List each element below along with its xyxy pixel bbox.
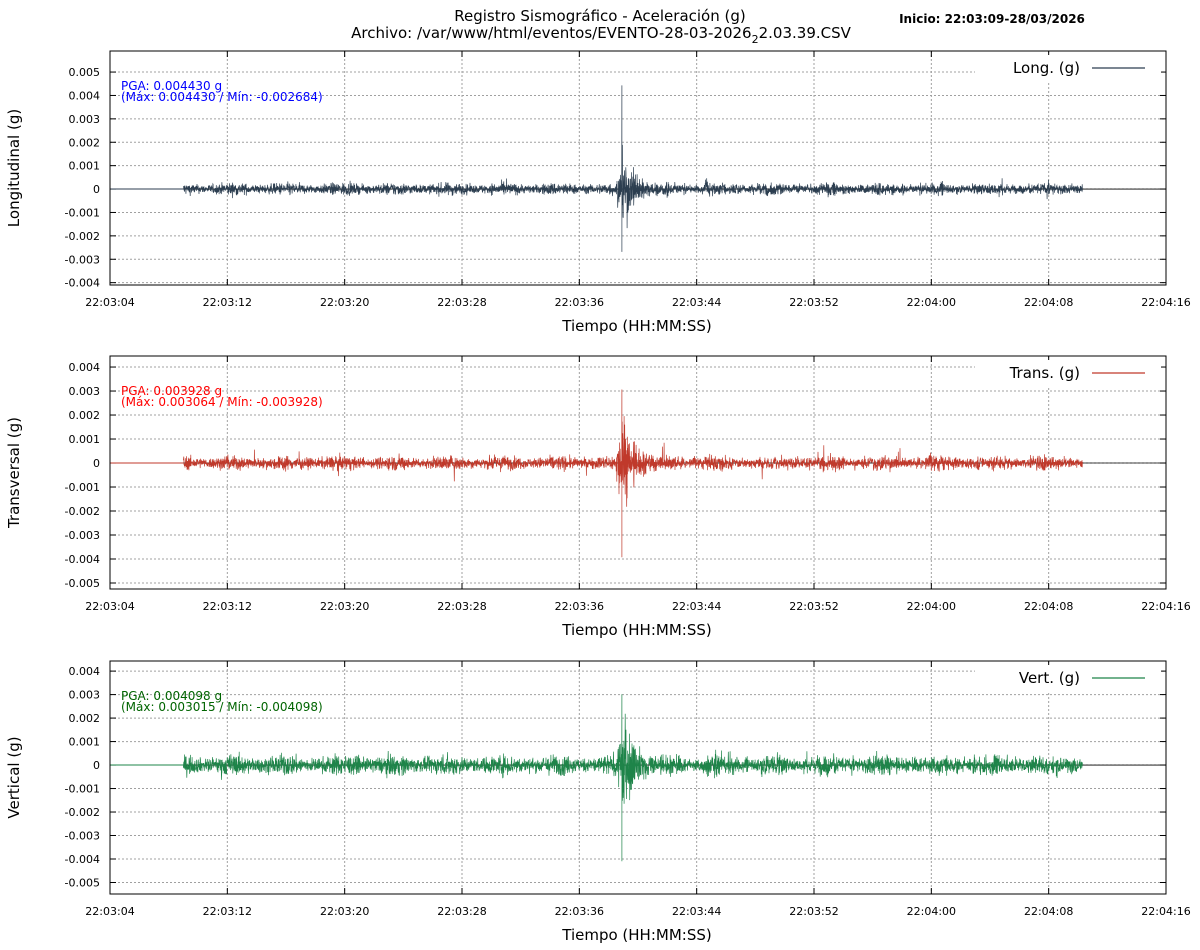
x-tick-label: 22:03:04: [85, 296, 134, 309]
x-tick-label: 22:03:04: [85, 600, 134, 613]
y-tick-label: -0.001: [65, 481, 100, 494]
maxmin-annotation: (Máx: 0.004430 / Mín: -0.002684): [121, 90, 323, 104]
y-tick-label: -0.005: [65, 876, 100, 889]
y-tick-label: 0.004: [69, 361, 101, 374]
x-tick-label: 22:03:44: [672, 296, 721, 309]
file-path: Archivo: /var/www/html/eventos/EVENTO-28…: [351, 24, 852, 46]
y-tick-label: 0.001: [69, 433, 101, 446]
y-tick-label: 0.001: [69, 736, 101, 749]
y-tick-label: 0: [93, 759, 100, 772]
legend-label: Vert. (g): [1019, 669, 1080, 687]
y-tick-label: 0.003: [69, 113, 101, 126]
x-tick-label: 22:04:00: [907, 296, 956, 309]
x-tick-label: 22:04:08: [1024, 600, 1073, 613]
x-tick-label: 22:04:00: [907, 600, 956, 613]
x-tick-label: 22:04:08: [1024, 296, 1073, 309]
panel-3: 0.004 0.003 0.002 0.001 0 -0.001 -0.002 -0.003 -…: [5, 660, 1191, 944]
series-line: [182, 694, 1083, 862]
y-tick-label: 0.004: [69, 89, 101, 102]
y-tick-label: -0.004: [65, 277, 100, 290]
x-tick-label: 22:04:16: [1141, 905, 1190, 918]
x-tick-label: 22:04:16: [1141, 296, 1190, 309]
y-axis-label: Vertical (g): [5, 736, 23, 818]
y-axis-label: Transversal (g): [5, 417, 23, 529]
x-tick-label: 22:04:00: [907, 905, 956, 918]
x-tick-label: 22:04:16: [1141, 600, 1190, 613]
series-line: [182, 389, 1083, 558]
x-tick-label: 22:03:12: [203, 296, 252, 309]
x-tick-label: 22:03:12: [203, 905, 252, 918]
y-tick-label: -0.004: [65, 853, 100, 866]
y-tick-label: 0.003: [69, 689, 101, 702]
x-tick-label: 22:03:36: [555, 905, 604, 918]
y-tick-label: -0.003: [65, 830, 100, 843]
plot-frame: [109, 50, 1167, 286]
y-tick-label: -0.002: [65, 505, 100, 518]
x-tick-label: 22:04:08: [1024, 905, 1073, 918]
x-tick-label: 22:03:28: [437, 600, 486, 613]
pga-annotation: PGA: 0.004098 g: [121, 689, 222, 703]
y-tick-label: -0.002: [65, 806, 100, 819]
x-tick-label: 22:03:28: [437, 905, 486, 918]
y-tick-label: -0.004: [65, 553, 100, 566]
pga-annotation: PGA: 0.004430 g: [121, 79, 222, 93]
y-tick-label: 0.003: [69, 385, 101, 398]
legend-label: Trans. (g): [1009, 364, 1080, 382]
x-tick-label: 22:03:52: [789, 905, 838, 918]
x-tick-label: 22:03:44: [672, 905, 721, 918]
plot-frame: [109, 660, 1167, 895]
x-tick-label: 22:03:36: [555, 296, 604, 309]
legend-label: Long. (g): [1013, 59, 1080, 77]
panel-1: 0.005 0.004 0.003 0.002 0.001 0 -0.001 -0.002 -0…: [5, 50, 1191, 335]
start-time: Inicio: 22:03:09-28/03/2026: [899, 12, 1085, 26]
y-tick-label: 0.002: [69, 712, 101, 725]
panel-2: 0.004 0.003 0.002 0.001 0 -0.001 -0.002 -0.003 -…: [5, 355, 1191, 639]
y-tick-label: -0.005: [65, 577, 100, 590]
x-axis-label: Tiempo (HH:MM:SS): [561, 926, 711, 944]
maxmin-annotation: (Máx: 0.003064 / Mín: -0.003928): [121, 395, 323, 409]
y-tick-label: -0.001: [65, 783, 100, 796]
y-axis-label: Longitudinal (g): [5, 109, 23, 227]
x-tick-label: 22:03:28: [437, 296, 486, 309]
x-tick-label: 22:03:04: [85, 905, 134, 918]
y-tick-label: 0: [93, 183, 100, 196]
x-tick-label: 22:03:12: [203, 600, 252, 613]
x-tick-label: 22:03:36: [555, 600, 604, 613]
x-tick-label: 22:03:52: [789, 296, 838, 309]
y-tick-label: 0.001: [69, 160, 101, 173]
plot-frame: [109, 355, 1167, 590]
x-tick-label: 22:03:52: [789, 600, 838, 613]
y-tick-label: 0.004: [69, 665, 101, 678]
y-tick-label: -0.003: [65, 253, 100, 266]
series-line: [182, 85, 1083, 252]
x-axis-label: Tiempo (HH:MM:SS): [561, 317, 711, 335]
y-tick-label: -0.002: [65, 230, 100, 243]
y-tick-label: -0.001: [65, 206, 100, 219]
y-tick-label: 0.005: [69, 66, 101, 79]
x-tick-label: 22:03:20: [320, 296, 369, 309]
x-axis-label: Tiempo (HH:MM:SS): [561, 621, 711, 639]
y-tick-label: 0.002: [69, 409, 101, 422]
y-tick-label: 0: [93, 457, 100, 470]
y-tick-label: -0.003: [65, 529, 100, 542]
x-tick-label: 22:03:44: [672, 600, 721, 613]
chart-title: Registro Sismográfico - Aceleración (g): [454, 7, 745, 25]
x-tick-label: 22:03:20: [320, 905, 369, 918]
y-tick-label: 0.002: [69, 136, 101, 149]
pga-annotation: PGA: 0.003928 g: [121, 384, 222, 398]
maxmin-annotation: (Máx: 0.003015 / Mín: -0.004098): [121, 700, 323, 714]
x-tick-label: 22:03:20: [320, 600, 369, 613]
